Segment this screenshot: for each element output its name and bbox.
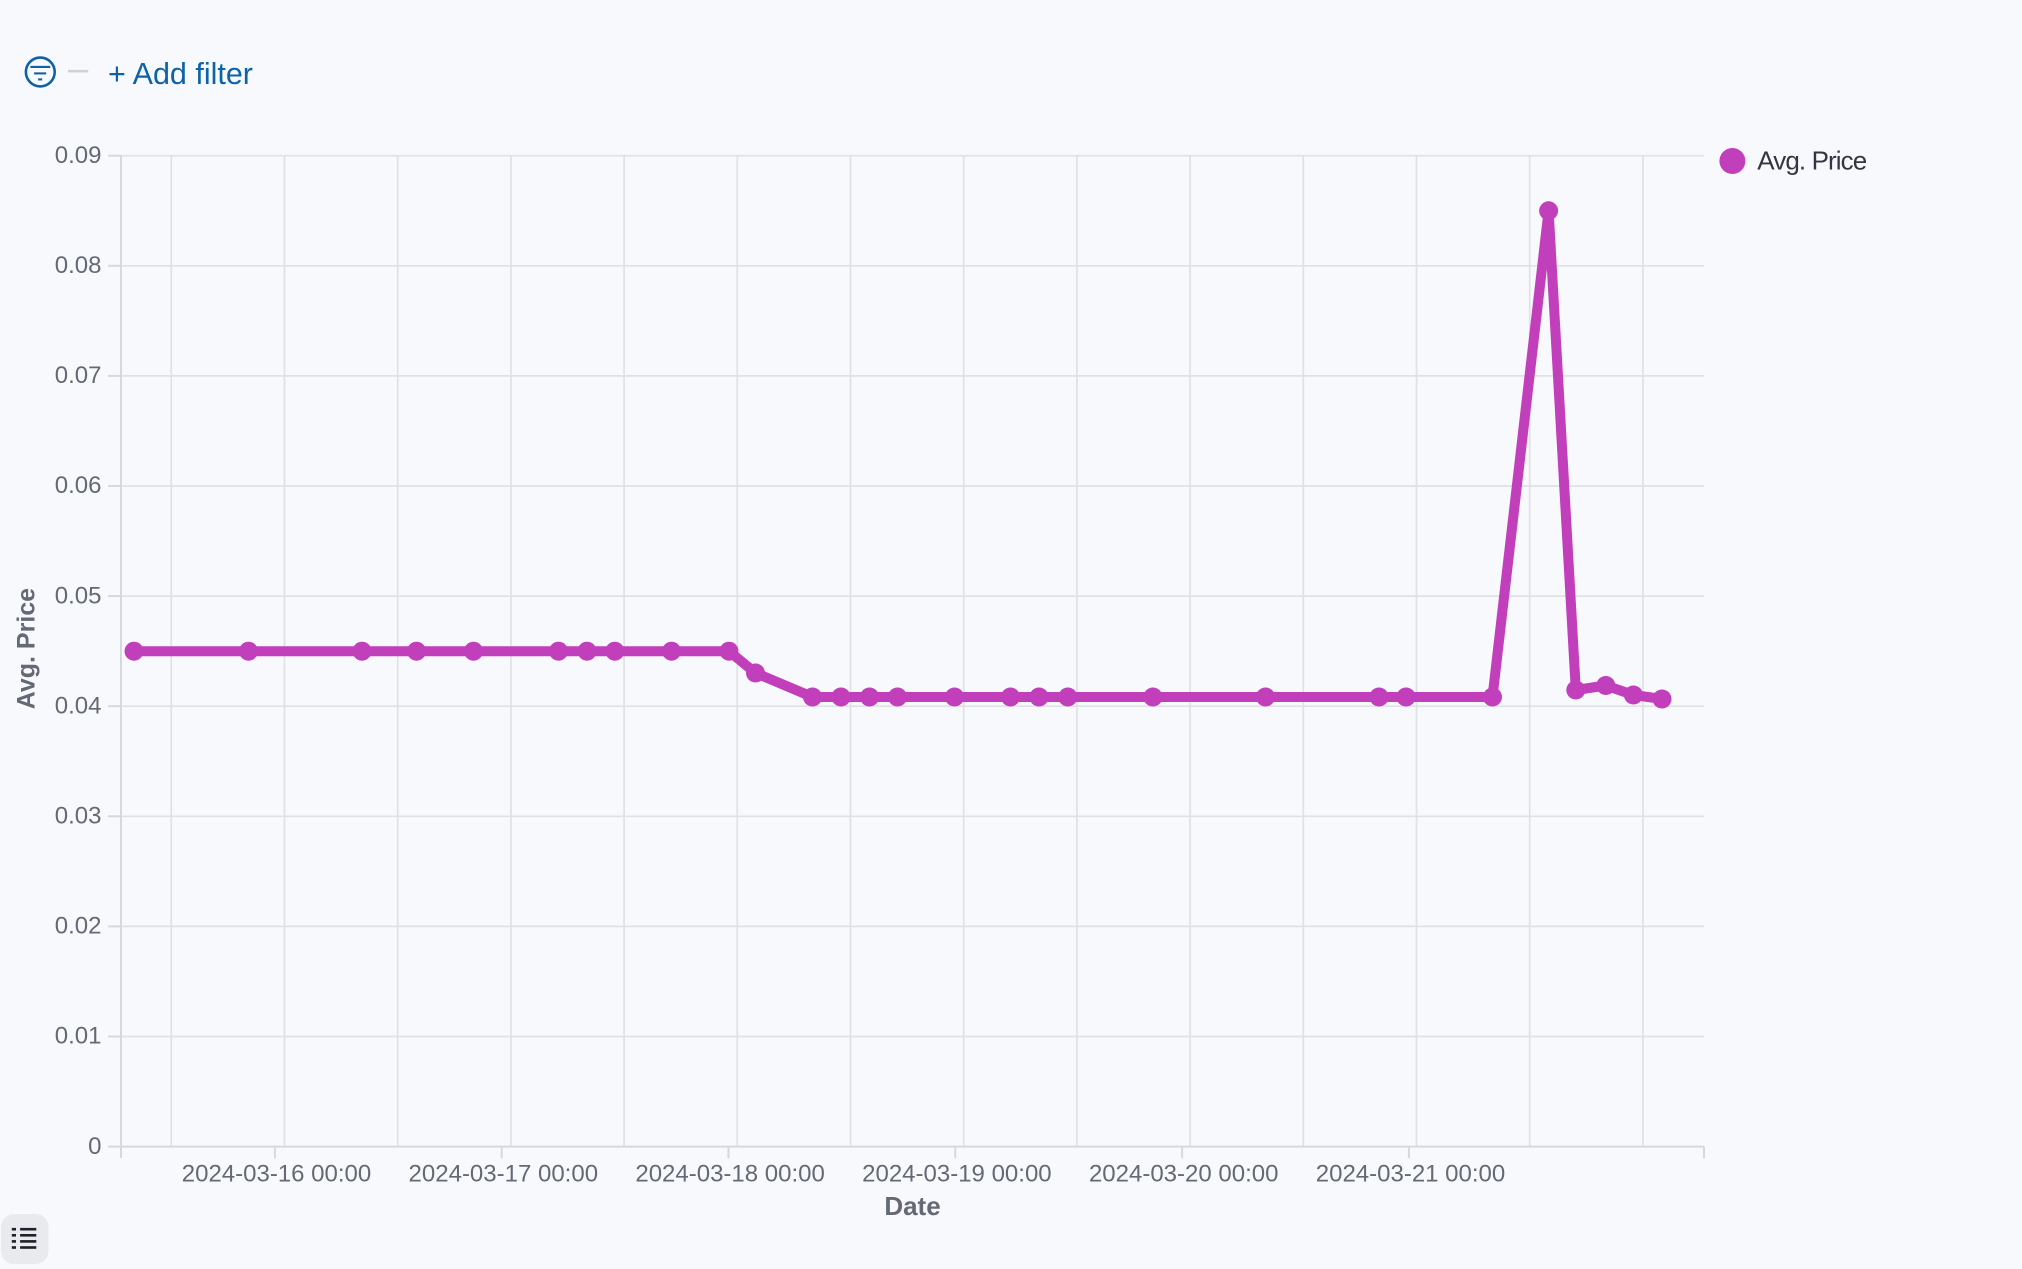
svg-text:2024-03-16 00:00: 2024-03-16 00:00 [182, 1160, 372, 1187]
svg-text:2024-03-20 00:00: 2024-03-20 00:00 [1089, 1160, 1279, 1187]
svg-text:Avg. Price: Avg. Price [1757, 146, 1866, 176]
svg-text:Avg. Price: Avg. Price [13, 588, 41, 709]
svg-text:0.01: 0.01 [55, 1023, 102, 1050]
svg-text:Date: Date [884, 1191, 940, 1221]
svg-text:0.07: 0.07 [55, 362, 102, 389]
svg-text:0.02: 0.02 [55, 913, 102, 940]
svg-text:0.06: 0.06 [55, 472, 102, 499]
svg-text:2024-03-18 00:00: 2024-03-18 00:00 [635, 1160, 825, 1187]
svg-text:2024-03-17 00:00: 2024-03-17 00:00 [409, 1160, 599, 1187]
svg-text:+ Add filter: + Add filter [108, 57, 253, 91]
svg-text:0.08: 0.08 [55, 252, 102, 279]
svg-text:0.04: 0.04 [55, 692, 102, 719]
svg-text:2024-03-19 00:00: 2024-03-19 00:00 [862, 1160, 1052, 1187]
svg-text:2024-03-21 00:00: 2024-03-21 00:00 [1316, 1160, 1506, 1187]
svg-text:0.09: 0.09 [55, 142, 102, 169]
svg-text:0: 0 [88, 1133, 101, 1160]
svg-text:0.05: 0.05 [55, 582, 102, 609]
svg-text:0.03: 0.03 [55, 803, 102, 830]
